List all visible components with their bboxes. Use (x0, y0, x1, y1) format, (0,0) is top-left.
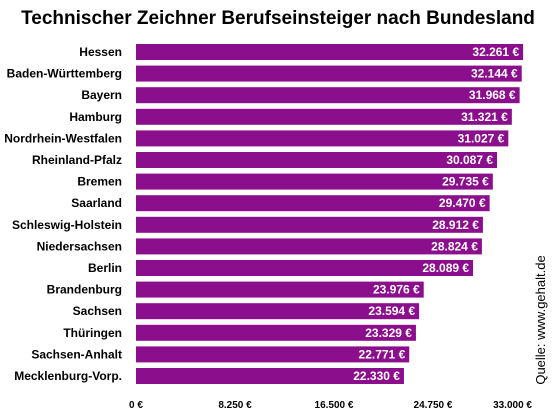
bar-hessen (136, 44, 524, 60)
category-label-bayern: Bayern (81, 88, 122, 102)
value-label-hessen: 32.261 € (472, 45, 519, 59)
x-axis-ticks: 0 € 8.250 € 16.500 € 24.750 € 33.000 € (129, 400, 532, 411)
bar-bremen (136, 173, 493, 190)
x-tick-label: 33.000 € (493, 400, 532, 411)
value-label-sachsen-anhalt: 22.771 € (359, 347, 406, 361)
category-label-nordrhein-westfalen: Nordrhein-Westfalen (4, 131, 122, 145)
category-label-sachsen-anhalt: Sachsen-Anhalt (31, 347, 122, 361)
value-label-nordrhein-westfalen: 31.027 € (458, 131, 505, 145)
category-label-mecklenburg-vorp: Mecklenburg-Vorp. (14, 369, 122, 383)
bars: Hessen 32.261 € Baden-Württemberg 32.144 € B… (4, 44, 524, 384)
value-label-niedersachsen: 28.824 € (431, 239, 478, 253)
bar-sachsen (136, 303, 420, 320)
bar-baden-w-rttemberg (136, 65, 522, 82)
chart-title: Technischer Zeichner Berufseinsteiger na… (21, 8, 535, 29)
category-label-th-ringen: Thüringen (63, 326, 122, 340)
value-label-saarland: 29.470 € (439, 196, 486, 210)
value-label-th-ringen: 23.329 € (365, 326, 412, 340)
bar-th-ringen (136, 324, 416, 341)
bar-hamburg (136, 108, 512, 125)
value-label-sachsen: 23.594 € (368, 304, 415, 318)
category-label-saarland: Saarland (71, 196, 122, 210)
value-label-hamburg: 31.321 € (461, 110, 508, 124)
x-tick-label: 24.750 € (414, 400, 453, 411)
bar-schleswig-holstein (136, 216, 483, 233)
bar-bayern (136, 87, 520, 104)
bar-niedersachsen (136, 238, 482, 255)
value-label-schleswig-holstein: 28.912 € (432, 218, 479, 232)
value-label-baden-w-rttemberg: 32.144 € (471, 67, 518, 81)
source-label: Quelle: www.gehalt.de (533, 255, 548, 384)
category-label-bremen: Bremen (77, 175, 122, 189)
value-label-rheinland-pfalz: 30.087 € (446, 153, 493, 167)
x-tick-label: 16.500 € (315, 400, 354, 411)
bar-sachsen-anhalt (136, 346, 410, 363)
category-label-rheinland-pfalz: Rheinland-Pfalz (32, 153, 122, 167)
value-label-berlin: 28.089 € (422, 261, 469, 275)
bar-rheinland-pfalz (136, 152, 498, 168)
bar-mecklenburg-vorp (136, 368, 404, 384)
value-label-bremen: 29.735 € (442, 175, 489, 189)
value-label-bayern: 31.968 € (469, 88, 516, 102)
bar-berlin (136, 260, 474, 276)
category-label-baden-w-rttemberg: Baden-Württemberg (7, 67, 122, 81)
category-label-hessen: Hessen (79, 45, 122, 59)
x-tick-label: 8.250 € (218, 400, 252, 411)
category-label-sachsen: Sachsen (73, 304, 122, 318)
value-label-brandenburg: 23.976 € (373, 283, 420, 297)
category-label-hamburg: Hamburg (69, 110, 122, 124)
category-label-niedersachsen: Niedersachsen (37, 239, 122, 253)
category-label-berlin: Berlin (88, 261, 122, 275)
value-label-mecklenburg-vorp: 22.330 € (353, 369, 400, 383)
bar-brandenburg (136, 281, 424, 298)
x-tick-label: 0 € (129, 400, 143, 411)
bar-saarland (136, 195, 490, 212)
category-label-schleswig-holstein: Schleswig-Holstein (12, 218, 122, 232)
bar-nordrhein-westfalen (136, 130, 509, 147)
category-label-brandenburg: Brandenburg (47, 283, 122, 297)
